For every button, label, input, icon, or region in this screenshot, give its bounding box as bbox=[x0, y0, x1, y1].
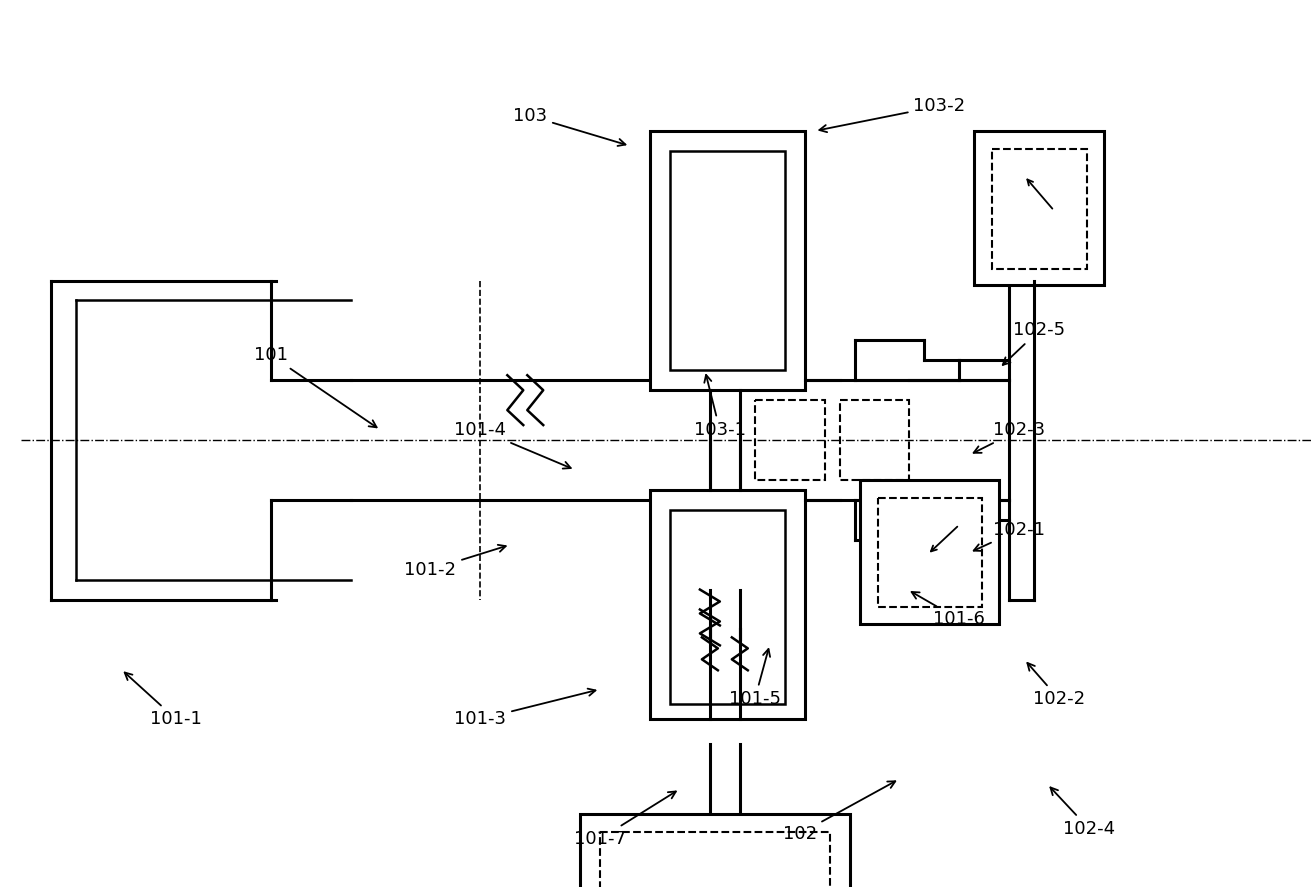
Bar bbox=[600, 832, 829, 888]
Text: 103: 103 bbox=[513, 107, 626, 146]
Text: 101-4: 101-4 bbox=[454, 421, 571, 469]
Text: 101-2: 101-2 bbox=[404, 545, 505, 579]
Bar bbox=[580, 813, 850, 888]
Text: 101-5: 101-5 bbox=[728, 649, 781, 709]
Text: 101-7: 101-7 bbox=[575, 791, 676, 848]
Bar bbox=[649, 490, 804, 719]
Text: 102-1: 102-1 bbox=[974, 520, 1046, 551]
Text: 103-2: 103-2 bbox=[820, 97, 966, 132]
Text: 101-1: 101-1 bbox=[125, 672, 202, 728]
Text: 102: 102 bbox=[783, 781, 895, 843]
Bar bbox=[649, 131, 804, 390]
Bar bbox=[975, 131, 1105, 286]
Bar bbox=[859, 480, 1000, 624]
Text: 101-6: 101-6 bbox=[912, 592, 985, 629]
Bar bbox=[670, 151, 785, 370]
Bar bbox=[992, 149, 1088, 268]
Text: 103-1: 103-1 bbox=[694, 375, 745, 439]
Text: 102-2: 102-2 bbox=[1027, 663, 1085, 709]
Text: 101: 101 bbox=[253, 346, 377, 427]
Text: 101-3: 101-3 bbox=[454, 688, 596, 728]
Bar bbox=[840, 400, 909, 480]
Bar bbox=[670, 510, 785, 704]
Bar bbox=[754, 400, 825, 480]
Text: 102-4: 102-4 bbox=[1051, 788, 1115, 837]
Bar bbox=[878, 498, 983, 607]
Text: 102-3: 102-3 bbox=[974, 421, 1046, 453]
Text: 102-5: 102-5 bbox=[1002, 321, 1065, 365]
